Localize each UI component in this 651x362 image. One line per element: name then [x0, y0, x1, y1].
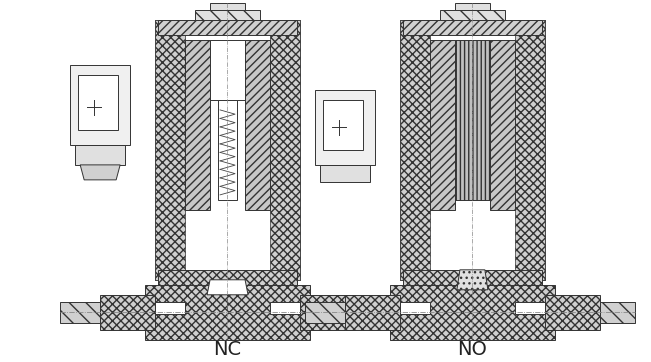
Polygon shape: [158, 270, 297, 310]
Polygon shape: [315, 90, 375, 165]
Polygon shape: [80, 165, 120, 180]
Polygon shape: [270, 20, 300, 280]
Polygon shape: [145, 285, 310, 340]
Polygon shape: [155, 302, 185, 314]
Polygon shape: [545, 295, 600, 330]
Polygon shape: [515, 302, 545, 314]
Polygon shape: [403, 270, 542, 310]
Text: NC: NC: [213, 340, 241, 359]
Polygon shape: [403, 20, 542, 35]
Polygon shape: [455, 3, 490, 10]
Polygon shape: [155, 20, 300, 280]
Polygon shape: [600, 302, 635, 323]
Polygon shape: [305, 302, 345, 323]
Polygon shape: [455, 40, 490, 200]
Polygon shape: [440, 10, 505, 20]
Polygon shape: [155, 20, 185, 280]
Polygon shape: [400, 20, 545, 280]
Polygon shape: [490, 40, 515, 210]
Polygon shape: [390, 285, 555, 340]
Polygon shape: [345, 295, 400, 330]
Polygon shape: [100, 295, 155, 330]
Polygon shape: [210, 3, 245, 10]
Polygon shape: [70, 65, 130, 145]
Polygon shape: [300, 295, 355, 330]
Polygon shape: [355, 302, 390, 323]
Polygon shape: [515, 20, 545, 280]
Polygon shape: [207, 280, 248, 295]
Polygon shape: [158, 20, 297, 35]
Polygon shape: [323, 100, 363, 150]
Text: NO: NO: [457, 340, 487, 359]
Polygon shape: [75, 145, 125, 165]
Polygon shape: [270, 302, 300, 314]
Polygon shape: [320, 165, 370, 182]
Polygon shape: [210, 40, 245, 100]
Polygon shape: [195, 10, 260, 20]
Polygon shape: [457, 270, 488, 290]
Polygon shape: [185, 40, 210, 210]
Polygon shape: [400, 302, 430, 314]
Polygon shape: [78, 75, 118, 130]
Polygon shape: [413, 25, 532, 275]
Polygon shape: [60, 302, 100, 323]
Polygon shape: [400, 20, 430, 280]
Polygon shape: [430, 40, 455, 210]
Polygon shape: [245, 40, 270, 210]
Polygon shape: [218, 100, 237, 200]
Polygon shape: [168, 25, 287, 275]
